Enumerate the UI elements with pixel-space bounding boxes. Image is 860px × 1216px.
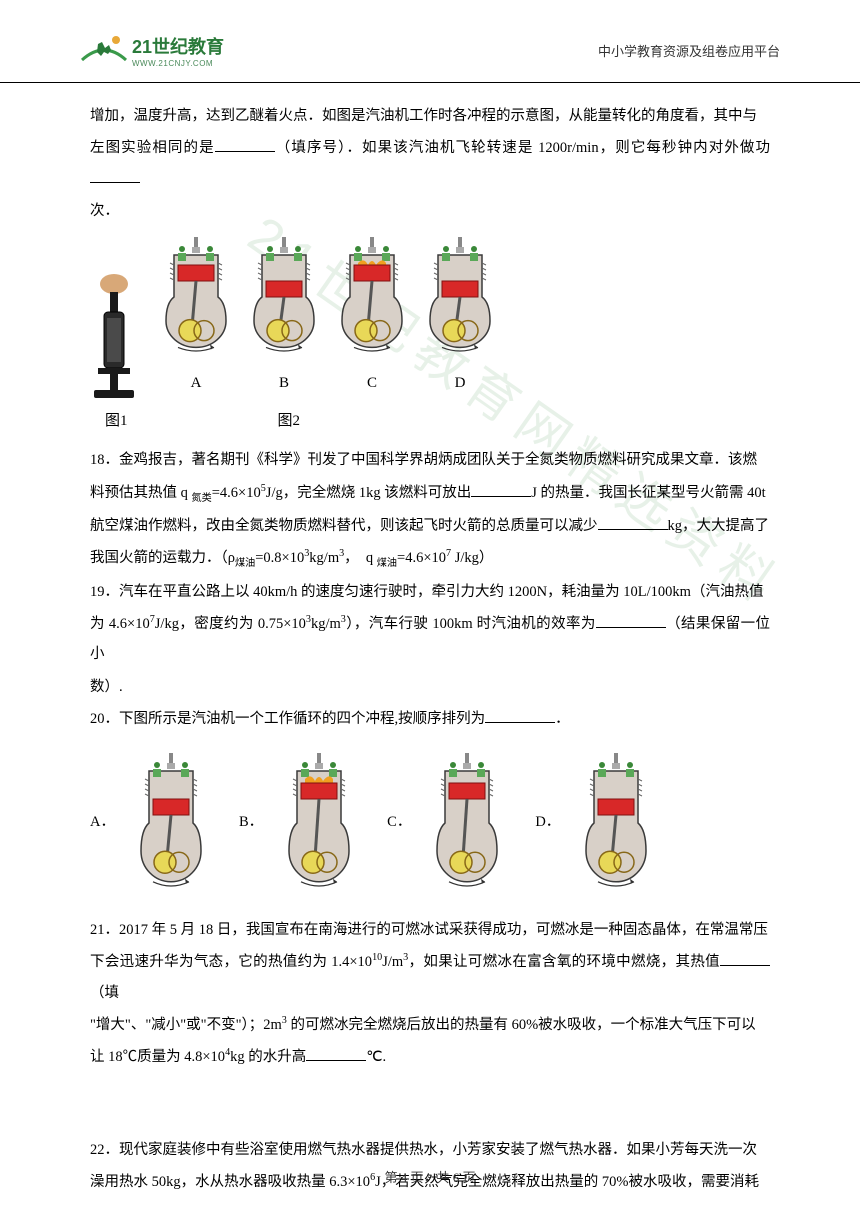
q17-line3: 次． xyxy=(90,196,770,226)
q20-item-d: D． xyxy=(535,753,666,893)
text: 的可燃冰完全燃烧后放出的热量有 60%被水吸收，一个标准大气压下可以 xyxy=(287,1017,756,1033)
blank xyxy=(720,950,770,966)
fig1-label: 图1 xyxy=(105,406,128,438)
q20-item-c: C． xyxy=(387,753,517,893)
fig2-label: 图2 xyxy=(278,406,301,438)
text: 为 4.6×10 xyxy=(90,616,150,632)
logo-icon xyxy=(80,30,128,70)
text: 我国火箭的运载力．（ρ xyxy=(90,550,235,566)
q20-label-a: A． xyxy=(90,807,115,837)
logo-sub-text: WWW.21CNJY.COM xyxy=(132,59,224,68)
engine-label-c: C xyxy=(334,368,410,400)
sub: 煤油 xyxy=(235,558,255,569)
figure-labels: 图1 图2 xyxy=(105,406,770,438)
page-header: 21世纪教育 WWW.21CNJY.COM 中小学教育资源及组卷应用平台 xyxy=(0,0,860,83)
pump-diagram xyxy=(90,270,138,400)
text: ． xyxy=(555,711,570,727)
text: J/kg，密度约为 0.75×10 xyxy=(155,616,306,632)
text: ， q xyxy=(344,550,377,566)
text: 左图实验相同的是 xyxy=(90,140,215,156)
text: ，如果让可燃冰在富含氧的环境中燃烧，其热值 xyxy=(408,954,720,970)
text: kg/m xyxy=(309,550,339,566)
q19-line2: 为 4.6×107J/kg，密度约为 0.75×103kg/m3），汽车行驶 1… xyxy=(90,609,770,670)
text: 让 18℃质量为 4.8×10 xyxy=(90,1049,225,1065)
text: J/m xyxy=(382,954,403,970)
engine-label-a: A xyxy=(158,368,234,400)
engine-group: A B C D xyxy=(158,237,498,400)
text: 航空煤油作燃料，改由全氮类物质燃料替代，则该起飞时火箭的总质量可以减少 xyxy=(90,518,598,534)
text: kg 的水升高 xyxy=(230,1049,306,1065)
engine-d: D xyxy=(422,237,498,400)
content: 增加，温度升高，达到乙醚着火点．如图是汽油机工作时各冲程的示意图，从能量转化的角… xyxy=(0,101,860,1198)
engine-label-d: D xyxy=(422,368,498,400)
q17-line2: 左图实验相同的是 （填序号）．如果该汽油机飞轮转速是 1200r/min，则它每秒… xyxy=(90,133,770,194)
page-footer: 第 4 页，共 6 页 xyxy=(0,1167,860,1186)
text: 20．下图所示是汽油机一个工作循环的四个冲程,按顺序排列为 xyxy=(90,711,485,727)
engine-c: C xyxy=(334,237,410,400)
text: ），汽车行驶 100km 时汽油机的效率为 xyxy=(346,616,596,632)
engine-label-b: B xyxy=(246,368,322,400)
q18-line2: 料预估其热值 q 氮类=4.6×105J/g，完全燃烧 1kg 该燃料可放出J … xyxy=(90,478,770,509)
blank xyxy=(485,707,555,723)
text: （填 xyxy=(90,985,119,1001)
text: J 的热量．我国长征某型号火箭需 40t xyxy=(531,485,765,501)
q21-line2: 下会迅速升华为气态，它的热值约为 1.4×1010J/m3，如果让可燃冰在富含氧… xyxy=(90,947,770,1008)
text: "增大"、"减小"或"不变"）；2m xyxy=(90,1017,282,1033)
blank xyxy=(471,481,531,497)
q21-line1: 21．2017 年 5 月 18 日，我国宣布在南海进行的可燃冰试采获得成功，可… xyxy=(90,915,770,945)
q17-figure-row: A B C D xyxy=(90,237,770,400)
q20-label-d: D． xyxy=(535,807,560,837)
text: =4.6×10 xyxy=(212,485,261,501)
logo-main-text: 21世纪教育 xyxy=(132,33,224,59)
q18-line1: 18．金鸡报吉，著名期刊《科学》刊发了中国科学界胡炳成团队关于全氮类物质燃料研究… xyxy=(90,445,770,475)
text: J/kg） xyxy=(451,550,493,566)
q20-label-c: C． xyxy=(387,807,411,837)
q17-line1: 增加，温度升高，达到乙醚着火点．如图是汽油机工作时各冲程的示意图，从能量转化的角… xyxy=(90,101,770,131)
text: J/g，完全燃烧 1kg 该燃料可放出 xyxy=(266,485,471,501)
q20-item-b: B． xyxy=(239,753,369,893)
logo-text: 21世纪教育 WWW.21CNJY.COM xyxy=(132,33,224,68)
q20-label-b: B． xyxy=(239,807,263,837)
q19-line1: 19．汽车在平直公路上以 40km/h 的速度匀速行驶时，牵引力大约 1200N… xyxy=(90,577,770,607)
text: =4.6×10 xyxy=(397,550,446,566)
engine-b: B xyxy=(246,237,322,400)
q21-line3: "增大"、"减小"或"不变"）；2m3 的可燃冰完全燃烧后放出的热量有 60%被… xyxy=(90,1010,770,1040)
blank xyxy=(90,167,140,183)
blank xyxy=(215,137,275,153)
header-right-text: 中小学教育资源及组卷应用平台 xyxy=(598,41,780,60)
q22-line1: 22．现代家庭装修中有些浴室使用燃气热水器提供热水，小芳家安装了燃气热水器．如果… xyxy=(90,1135,770,1165)
blank xyxy=(596,612,666,628)
q20-figure-row: A． B． C． D． xyxy=(90,753,770,893)
text: （填序号）．如果该汽油机飞轮转速是 1200r/min，则它每秒钟内对外做功 xyxy=(275,140,770,156)
sup: 10 xyxy=(372,952,382,963)
blank xyxy=(306,1046,366,1062)
q18-line3: 航空煤油作燃料，改由全氮类物质燃料替代，则该起飞时火箭的总质量可以减少 kg，大大… xyxy=(90,511,770,541)
text: 料预估其热值 q xyxy=(90,485,192,501)
text: ℃. xyxy=(366,1049,386,1065)
engine-a: A xyxy=(158,237,234,400)
text: kg/m xyxy=(311,616,341,632)
sub: 煤油 xyxy=(377,558,397,569)
text: 下会迅速升华为气态，它的热值约为 1.4×10 xyxy=(90,954,372,970)
q18-line4: 我国火箭的运载力．（ρ煤油=0.8×103kg/m3， q 煤油=4.6×107… xyxy=(90,543,770,574)
text: =0.8×10 xyxy=(255,550,304,566)
q19-line3: 数）. xyxy=(90,672,770,702)
q21-line4: 让 18℃质量为 4.8×104kg 的水升高℃. xyxy=(90,1042,770,1072)
q20-item-a: A． xyxy=(90,753,221,893)
sub: 氮类 xyxy=(192,493,212,504)
text: kg，大大提高了 xyxy=(668,518,770,534)
q20-text: 20．下图所示是汽油机一个工作循环的四个冲程,按顺序排列为 ． xyxy=(90,704,770,734)
logo: 21世纪教育 WWW.21CNJY.COM xyxy=(80,30,224,70)
blank xyxy=(598,514,668,530)
